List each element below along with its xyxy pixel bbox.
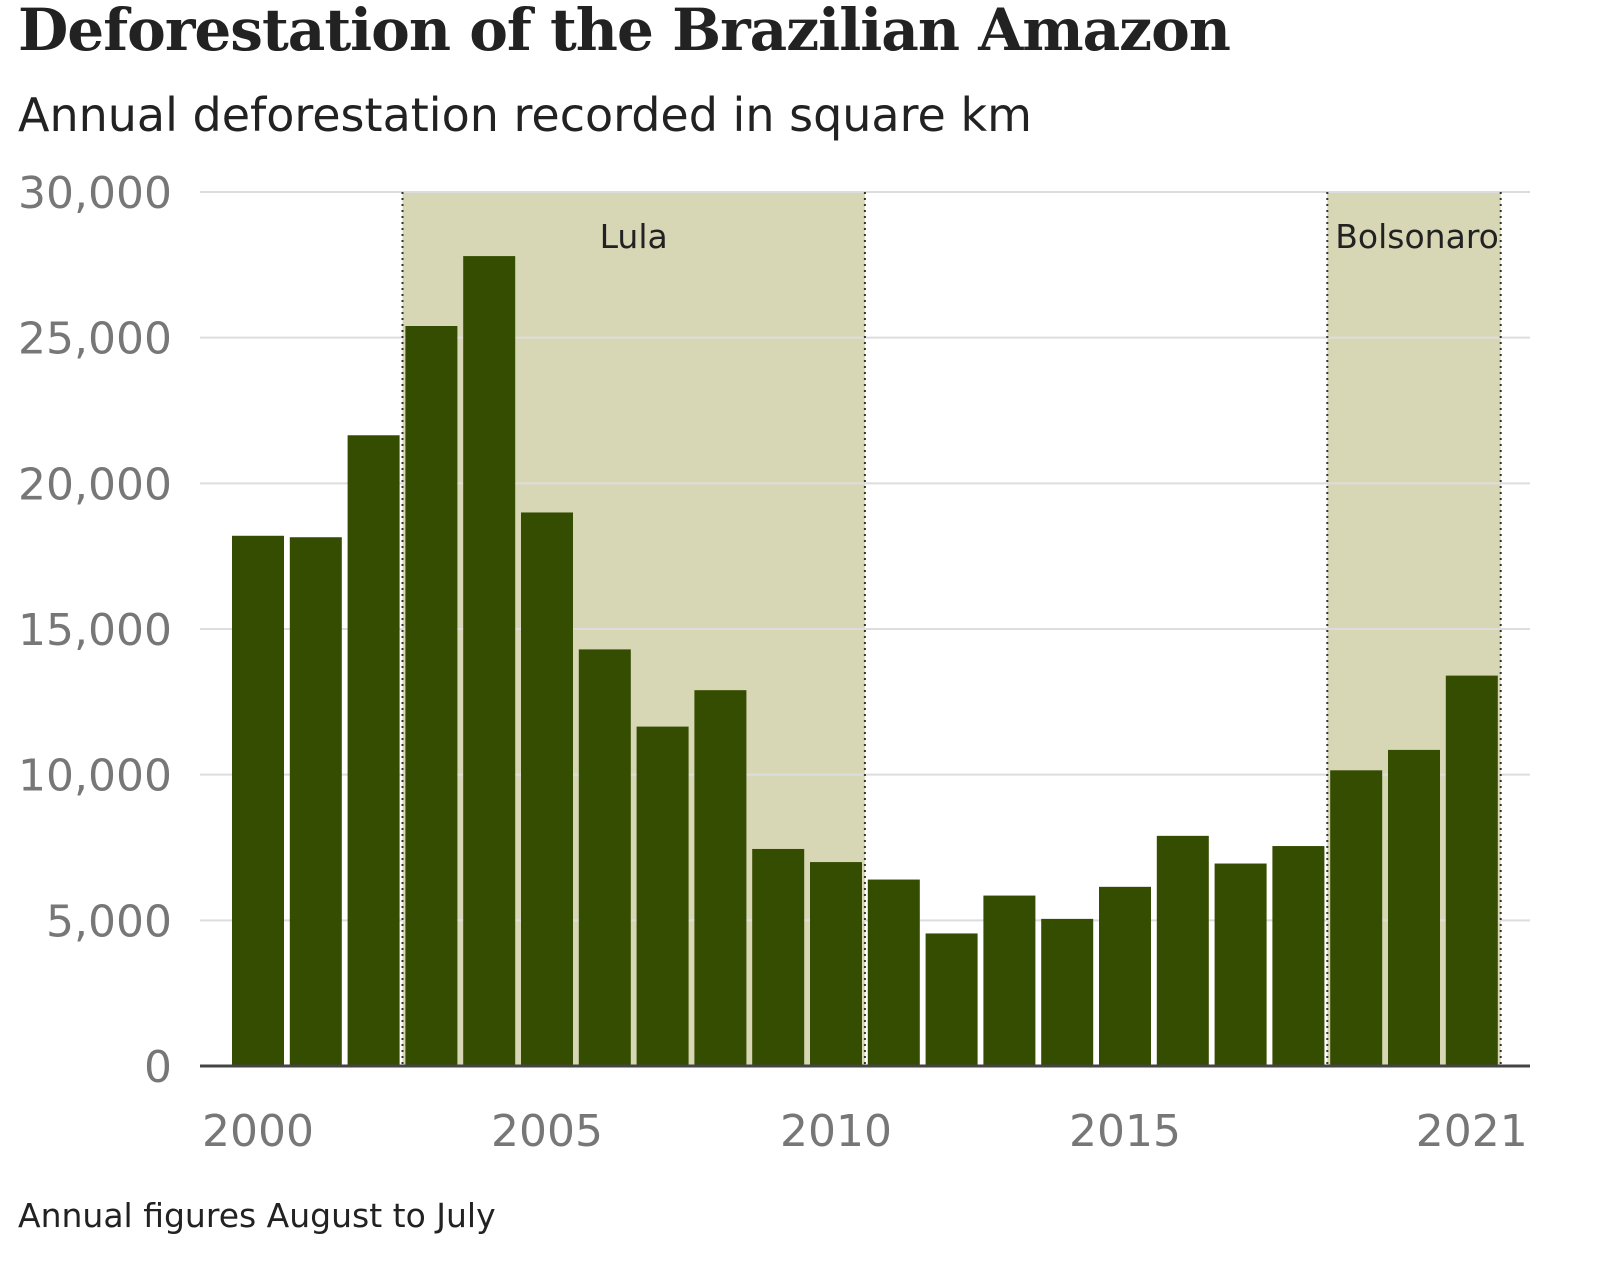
bar-2006 (578, 649, 631, 1066)
y-tick-label: 5,000 (46, 896, 172, 947)
chart-title: Deforestation of the Brazilian Amazon (18, 0, 1231, 64)
y-tick-label: 20,000 (18, 459, 172, 510)
bar-2015 (1099, 886, 1151, 1066)
bar-2003 (405, 326, 458, 1067)
chart-footnote: Annual figures August to July (18, 1196, 496, 1235)
bar-2017 (1214, 863, 1267, 1066)
period-label-bolsonaro: Bolsonaro (1335, 217, 1499, 256)
bar-2014 (1041, 918, 1094, 1066)
bar-2019 (1330, 770, 1383, 1066)
bar-2001 (289, 537, 342, 1066)
x-tick-label: 2010 (780, 1106, 892, 1157)
bar-2005 (521, 512, 573, 1066)
bar-2020 (1388, 749, 1440, 1066)
bar-2013 (983, 895, 1036, 1066)
chart-subtitle: Annual deforestation recorded in square … (18, 88, 1032, 142)
x-tick-label: 2015 (1069, 1106, 1181, 1157)
bar-2009 (752, 848, 805, 1066)
x-tick-label: 2021 (1416, 1106, 1528, 1157)
y-tick-label: 0 (144, 1042, 172, 1093)
y-tick-label: 25,000 (18, 314, 172, 365)
y-tick-label: 10,000 (18, 751, 172, 802)
bar-2021 (1445, 675, 1498, 1066)
x-tick-label: 2000 (202, 1106, 314, 1157)
bar-2007 (636, 726, 689, 1066)
bar-2008 (694, 690, 747, 1066)
bar-2012 (925, 933, 978, 1066)
bar-2011 (867, 879, 920, 1066)
x-tick-label: 2005 (491, 1106, 603, 1157)
bar-2018 (1272, 846, 1325, 1066)
period-label-lula: Lula (600, 217, 668, 256)
y-tick-label: 30,000 (18, 168, 172, 219)
y-tick-label: 15,000 (18, 605, 172, 656)
bar-2010 (810, 862, 862, 1066)
bar-2000 (232, 535, 284, 1066)
bar-2004 (463, 256, 516, 1066)
bar-2016 (1156, 835, 1209, 1066)
bar-2002 (347, 435, 400, 1067)
